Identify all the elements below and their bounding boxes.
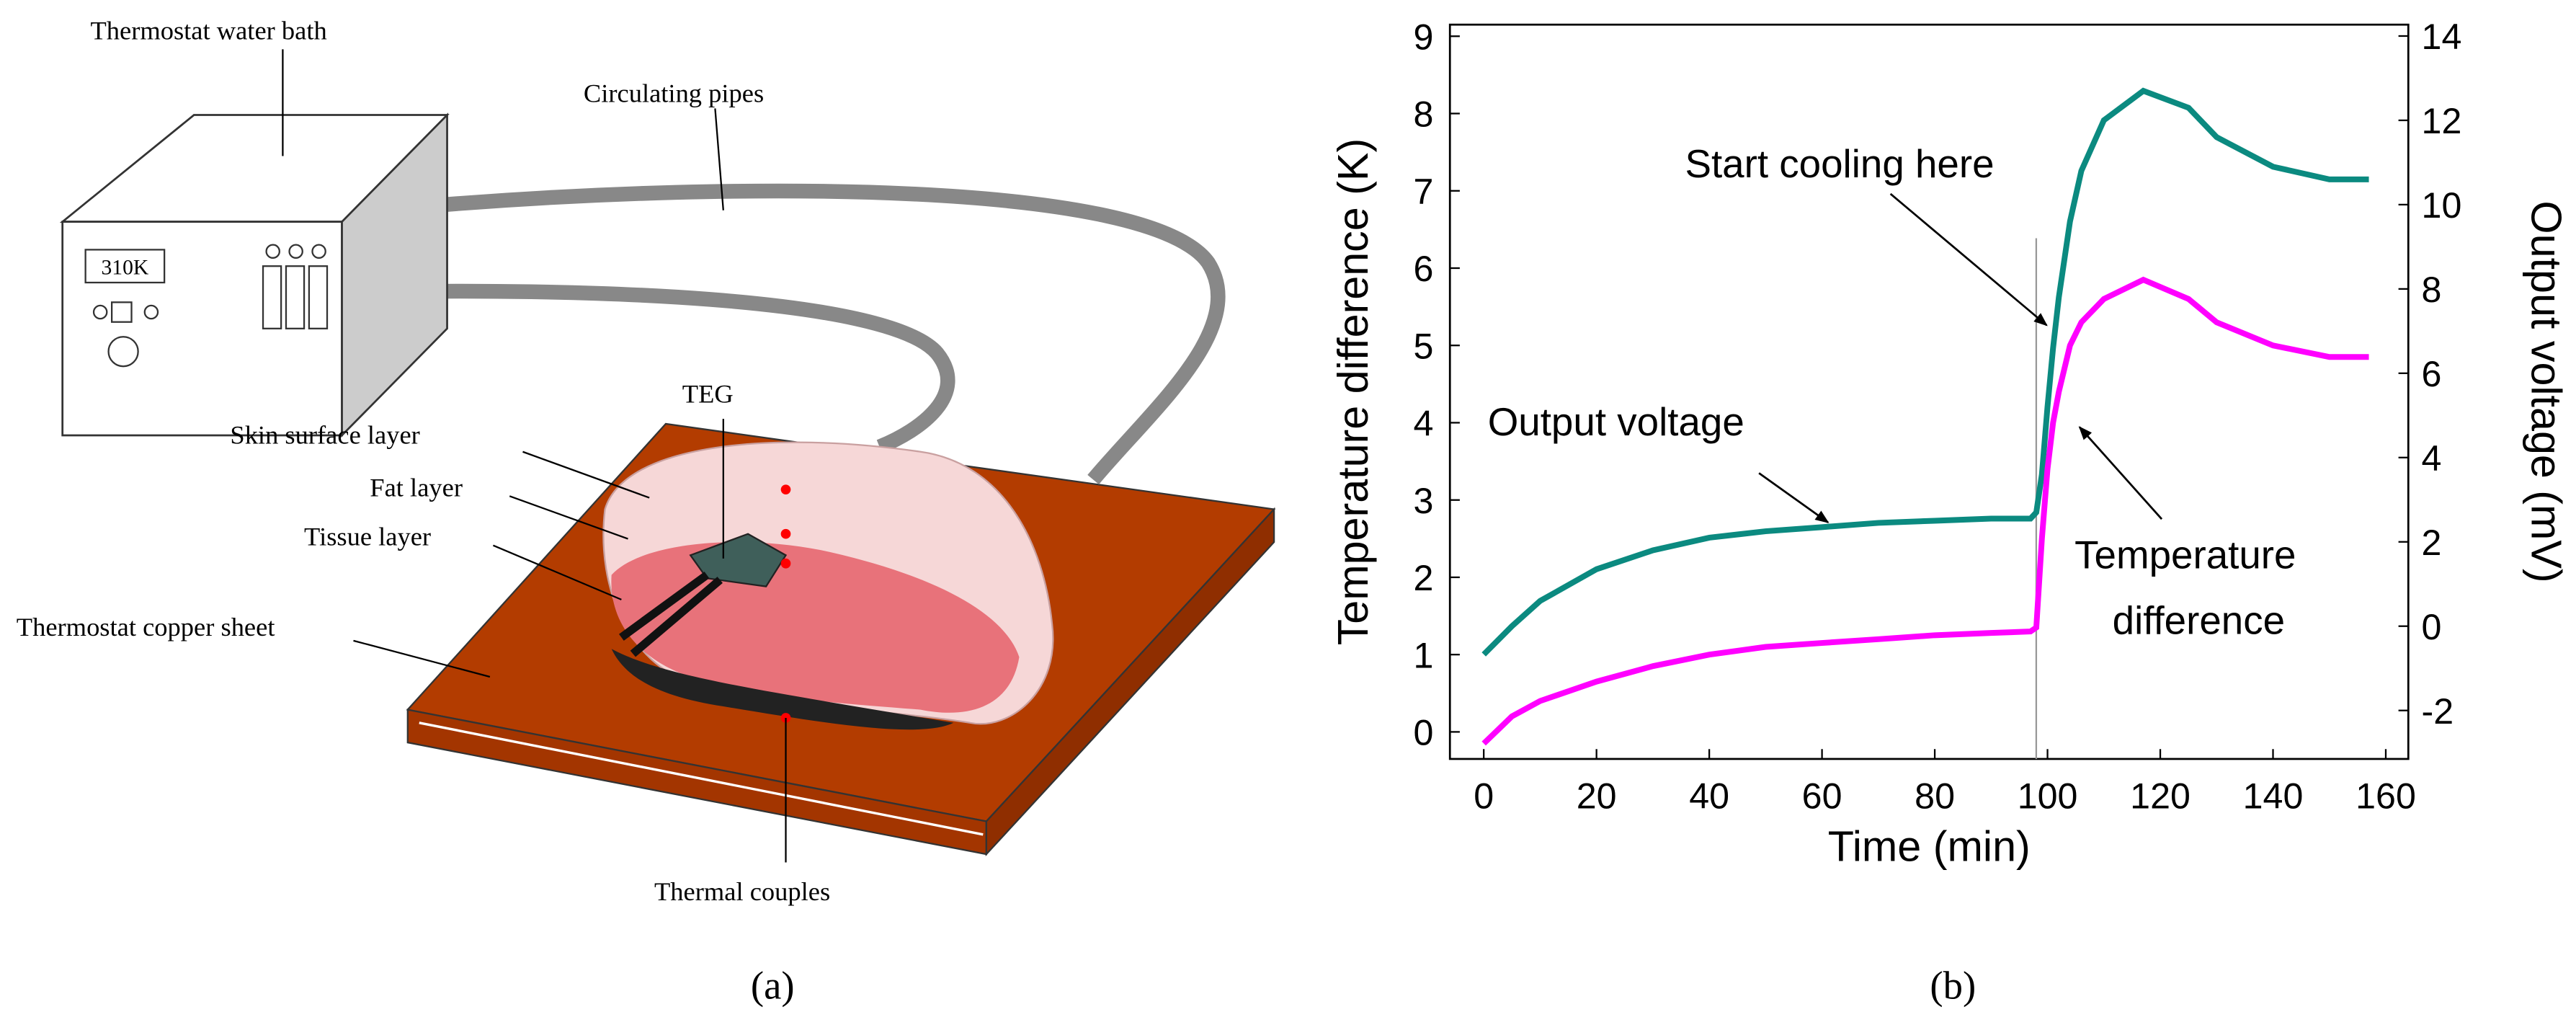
y2-tick-label: 4 <box>2422 438 2442 479</box>
gauges <box>262 244 329 329</box>
button <box>143 304 159 320</box>
caption: (a) <box>751 964 795 1008</box>
y-tick-label: 0 <box>1413 713 1433 753</box>
pipe <box>434 183 1226 485</box>
button <box>92 304 108 320</box>
y-tick-label: 2 <box>1413 558 1433 598</box>
leaders <box>282 49 787 863</box>
y2-tick-label: 12 <box>2422 101 2462 141</box>
y-tick-label: 8 <box>1413 94 1433 135</box>
x-tick-label: 80 <box>1915 776 1955 816</box>
y-tick-label: 5 <box>1413 326 1433 366</box>
caption: (b) <box>1930 964 1976 1008</box>
copper-side <box>985 507 1275 857</box>
label: Circulating pipes <box>584 78 764 107</box>
panel-b: 0 20 40 60 80 100 120 140 1600123456789-20246810… <box>1329 17 2570 1007</box>
y-tick-label: 1 <box>1413 635 1433 675</box>
y2-axis-label: Output voltage (mV) <box>2522 201 2570 583</box>
annotation: Start cooling here <box>1685 141 1994 186</box>
annotation-arrow <box>2078 426 2163 520</box>
copper-edge <box>419 722 984 836</box>
y2-tick-label: -2 <box>2422 691 2454 732</box>
y-tick-label: 4 <box>1413 404 1433 444</box>
y-tick-label: 9 <box>1413 17 1433 58</box>
y2-tick-label: 10 <box>2422 185 2462 226</box>
x-tick-label: 120 <box>2130 776 2191 816</box>
panel-a: 310K Thermostat water bath Circulating p… <box>17 16 1276 1008</box>
y-tick-label: 7 <box>1413 172 1433 212</box>
annotation: difference <box>2113 598 2285 643</box>
annotation: Output voltage <box>1488 399 1744 444</box>
y2-tick-label: 0 <box>2422 607 2442 647</box>
plot-frame <box>1448 23 2410 760</box>
label: Thermal couples <box>654 876 830 906</box>
x-tick-label: 0 <box>1474 776 1494 816</box>
label: Fat layer <box>370 472 463 502</box>
x-tick-label: 60 <box>1802 776 1842 816</box>
bath-side <box>341 112 448 438</box>
label: Tissue layer <box>304 522 431 551</box>
meat-shadow <box>611 649 954 730</box>
thermocouples <box>780 484 791 723</box>
y-axis-label: Temperature difference (K) <box>1329 138 1377 645</box>
x-axis-label: Time (min) <box>1828 822 2031 870</box>
x-tick-label: 40 <box>1689 776 1729 816</box>
annotation-arrow <box>1758 472 1830 523</box>
x-tick-label: 140 <box>2243 776 2304 816</box>
x-tick-label: 20 <box>1577 776 1617 816</box>
label: TEG <box>682 378 734 408</box>
pipe <box>353 283 955 454</box>
y2-tick-label: 2 <box>2422 523 2442 563</box>
y2-tick-label: 6 <box>2422 354 2442 394</box>
y2-tick-label: 14 <box>2422 17 2462 57</box>
knob <box>107 336 139 368</box>
y-tick-label: 6 <box>1413 249 1433 289</box>
bath-display <box>84 249 166 284</box>
x-tick-label: 100 <box>2018 776 2078 816</box>
label: Skin surface layer <box>230 419 419 449</box>
button <box>110 301 133 323</box>
x-tick-label: 160 <box>2356 776 2416 816</box>
series-line <box>1481 87 2369 657</box>
annotation: Temperature <box>2074 533 2296 577</box>
teg-leads <box>619 572 723 657</box>
series-line <box>1481 276 2369 746</box>
annotation-arrow <box>1889 192 2048 327</box>
y-tick-label: 3 <box>1413 481 1433 521</box>
y2-tick-label: 8 <box>2422 270 2442 310</box>
label: Thermostat water bath <box>90 16 326 45</box>
display-text: 310K <box>101 257 148 280</box>
label: Thermostat copper sheet <box>17 612 275 641</box>
